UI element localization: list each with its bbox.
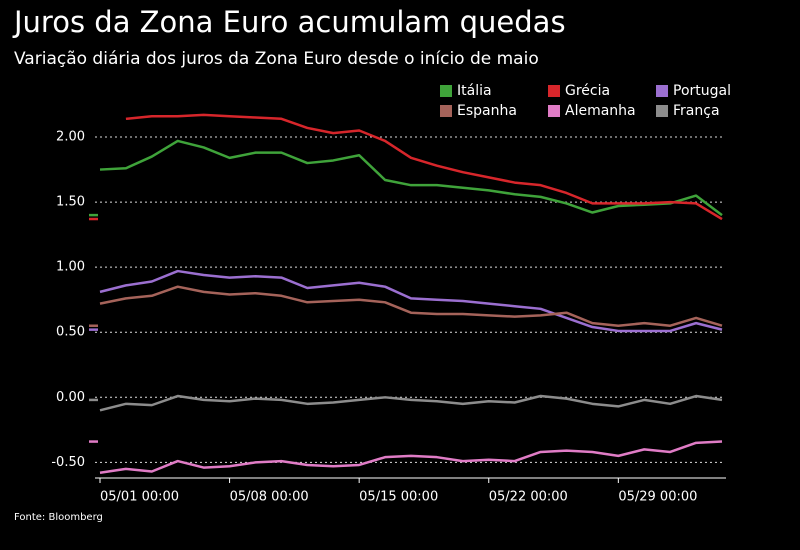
- legend-label: França: [673, 103, 720, 119]
- legend-label: Portugal: [673, 83, 731, 99]
- legend-swatch: [548, 85, 560, 97]
- y-tick-label: 0.50: [56, 325, 85, 340]
- y-tick-label: 0.00: [56, 390, 85, 405]
- chart-title: Juros da Zona Euro acumulam quedas: [12, 5, 566, 39]
- y-tick-label: 2.00: [56, 130, 85, 145]
- legend-swatch: [656, 105, 668, 117]
- legend-swatch: [548, 105, 560, 117]
- series-line: [125, 113, 723, 221]
- series-line: [99, 139, 723, 217]
- y-tick-label: 1.00: [56, 260, 85, 275]
- legend-swatch: [440, 85, 452, 97]
- series-line: [99, 285, 723, 327]
- x-tick-label: 05/08 00:00: [230, 490, 309, 505]
- x-tick-label: 05/01 00:00: [100, 490, 179, 505]
- legend-label: Espanha: [457, 103, 517, 119]
- source: Fonte: Bloomberg: [14, 512, 103, 523]
- legend-label: Alemanha: [565, 103, 636, 119]
- x-tick-label: 05/22 00:00: [489, 490, 568, 505]
- legend-label: Itália: [457, 83, 492, 99]
- y-tick-label: 1.50: [56, 195, 85, 210]
- x-tick-label: 05/29 00:00: [618, 490, 697, 505]
- series-line: [99, 269, 723, 333]
- legend-swatch: [656, 85, 668, 97]
- y-tick-label: -0.50: [51, 455, 85, 470]
- series-line: [99, 394, 723, 412]
- legend-swatch: [440, 105, 452, 117]
- series-line: [99, 440, 723, 475]
- x-tick-label: 05/15 00:00: [359, 490, 438, 505]
- legend-label: Grécia: [565, 83, 610, 99]
- chart-subtitle: Variação diária dos juros da Zona Euro d…: [14, 49, 539, 69]
